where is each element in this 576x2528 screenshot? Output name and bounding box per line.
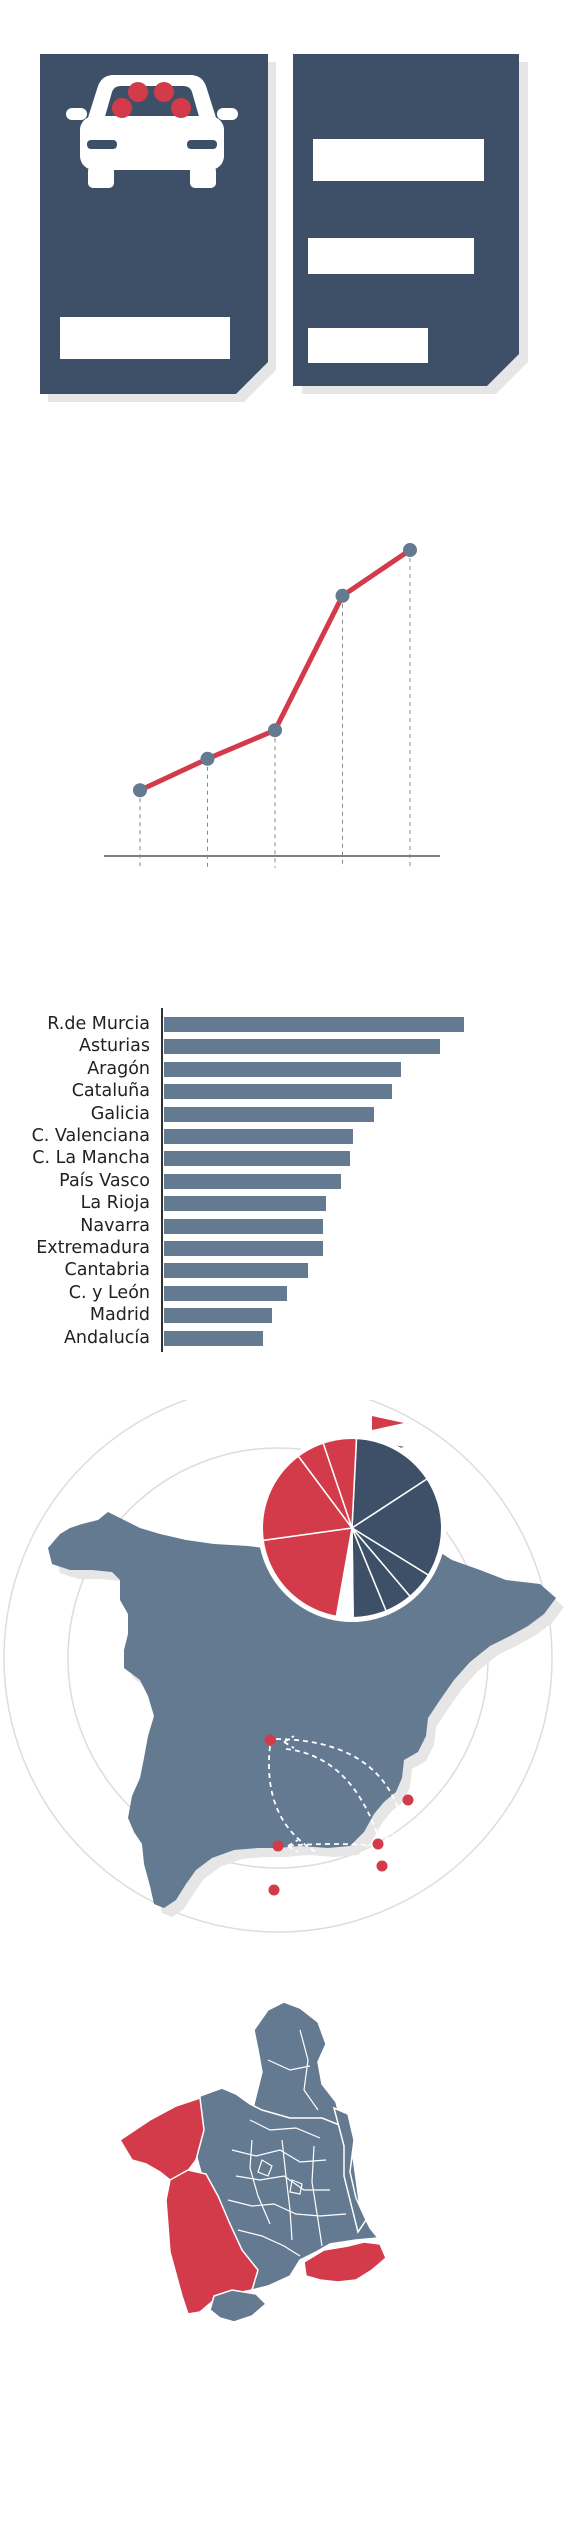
bar-label: País Vasco bbox=[59, 1170, 150, 1191]
bar bbox=[164, 1039, 440, 1055]
guide-circle-outer bbox=[3, 1400, 553, 1933]
bar-label: Asturias bbox=[79, 1036, 150, 1057]
bar bbox=[164, 1173, 341, 1189]
bar-chart-axis bbox=[161, 1008, 163, 1352]
bar bbox=[164, 1285, 287, 1301]
bar bbox=[164, 1263, 308, 1279]
line-point bbox=[335, 588, 350, 603]
bar-label: Cantabria bbox=[64, 1260, 150, 1281]
bar bbox=[164, 1084, 392, 1100]
city-dot bbox=[372, 1838, 384, 1850]
bar-label: Andalucía bbox=[63, 1327, 150, 1348]
car-icon bbox=[66, 75, 238, 188]
document-line bbox=[308, 238, 474, 274]
murcia-region-east bbox=[332, 2106, 367, 2234]
spain-map-illustration bbox=[3, 1400, 564, 1933]
car-red-dot bbox=[128, 82, 148, 102]
bar bbox=[164, 1106, 374, 1122]
bar bbox=[164, 1241, 323, 1256]
car-red-dot bbox=[112, 98, 132, 118]
bar-label: R.de Murcia bbox=[47, 1014, 150, 1034]
car-red-dot bbox=[154, 82, 174, 102]
murcia-region-southeast bbox=[303, 2241, 387, 2283]
line-point bbox=[403, 543, 417, 558]
line-chart bbox=[104, 543, 440, 868]
city-dot bbox=[268, 1884, 280, 1896]
bar bbox=[164, 1218, 323, 1234]
municipal-boundaries bbox=[227, 2029, 347, 2257]
car-card bbox=[40, 54, 276, 402]
line-point bbox=[268, 723, 282, 738]
car-card-text-bar bbox=[60, 317, 230, 359]
document-icon bbox=[293, 54, 528, 394]
city-dot bbox=[264, 1734, 276, 1746]
document-line bbox=[308, 328, 428, 363]
bar bbox=[164, 1129, 353, 1144]
murcia-region-west bbox=[118, 2096, 205, 2181]
bar bbox=[164, 1017, 464, 1032]
bar bbox=[164, 1196, 326, 1212]
car-red-dot bbox=[171, 98, 191, 118]
line-point bbox=[200, 751, 215, 766]
city-dot bbox=[402, 1794, 414, 1806]
pie-outline bbox=[261, 1437, 443, 1619]
line-point bbox=[133, 783, 147, 798]
bar-label: C. Valenciana bbox=[31, 1126, 150, 1146]
city-dot bbox=[272, 1840, 284, 1852]
bar-label: Navarra bbox=[80, 1215, 150, 1236]
bar-label: Aragón bbox=[87, 1058, 150, 1079]
bar-label: Extremadura bbox=[36, 1238, 150, 1258]
bar-label: C. y León bbox=[68, 1282, 150, 1303]
document-line bbox=[313, 139, 484, 181]
bar-label: C. La Mancha bbox=[32, 1148, 150, 1169]
spain-map bbox=[48, 1512, 556, 1908]
pie-chart bbox=[258, 1434, 446, 1622]
murcia-map bbox=[118, 2001, 387, 2323]
bar bbox=[164, 1330, 263, 1346]
bar-chart: R.de Murcia Asturias Aragón Cataluña Galicia… bbox=[0, 1000, 576, 1370]
city-dot bbox=[376, 1860, 388, 1872]
document-card-body bbox=[293, 54, 519, 386]
bar bbox=[164, 1151, 350, 1167]
cards-illustration bbox=[40, 54, 528, 402]
bar-label: Madrid bbox=[89, 1305, 150, 1326]
bar-label: Cataluña bbox=[71, 1081, 150, 1102]
bar-label: Galicia bbox=[90, 1103, 150, 1124]
bar bbox=[164, 1061, 401, 1077]
bar bbox=[164, 1308, 272, 1324]
legend-flag-red bbox=[372, 1416, 404, 1430]
bar-label: La Rioja bbox=[80, 1193, 150, 1214]
murcia-region-south bbox=[209, 2289, 268, 2323]
